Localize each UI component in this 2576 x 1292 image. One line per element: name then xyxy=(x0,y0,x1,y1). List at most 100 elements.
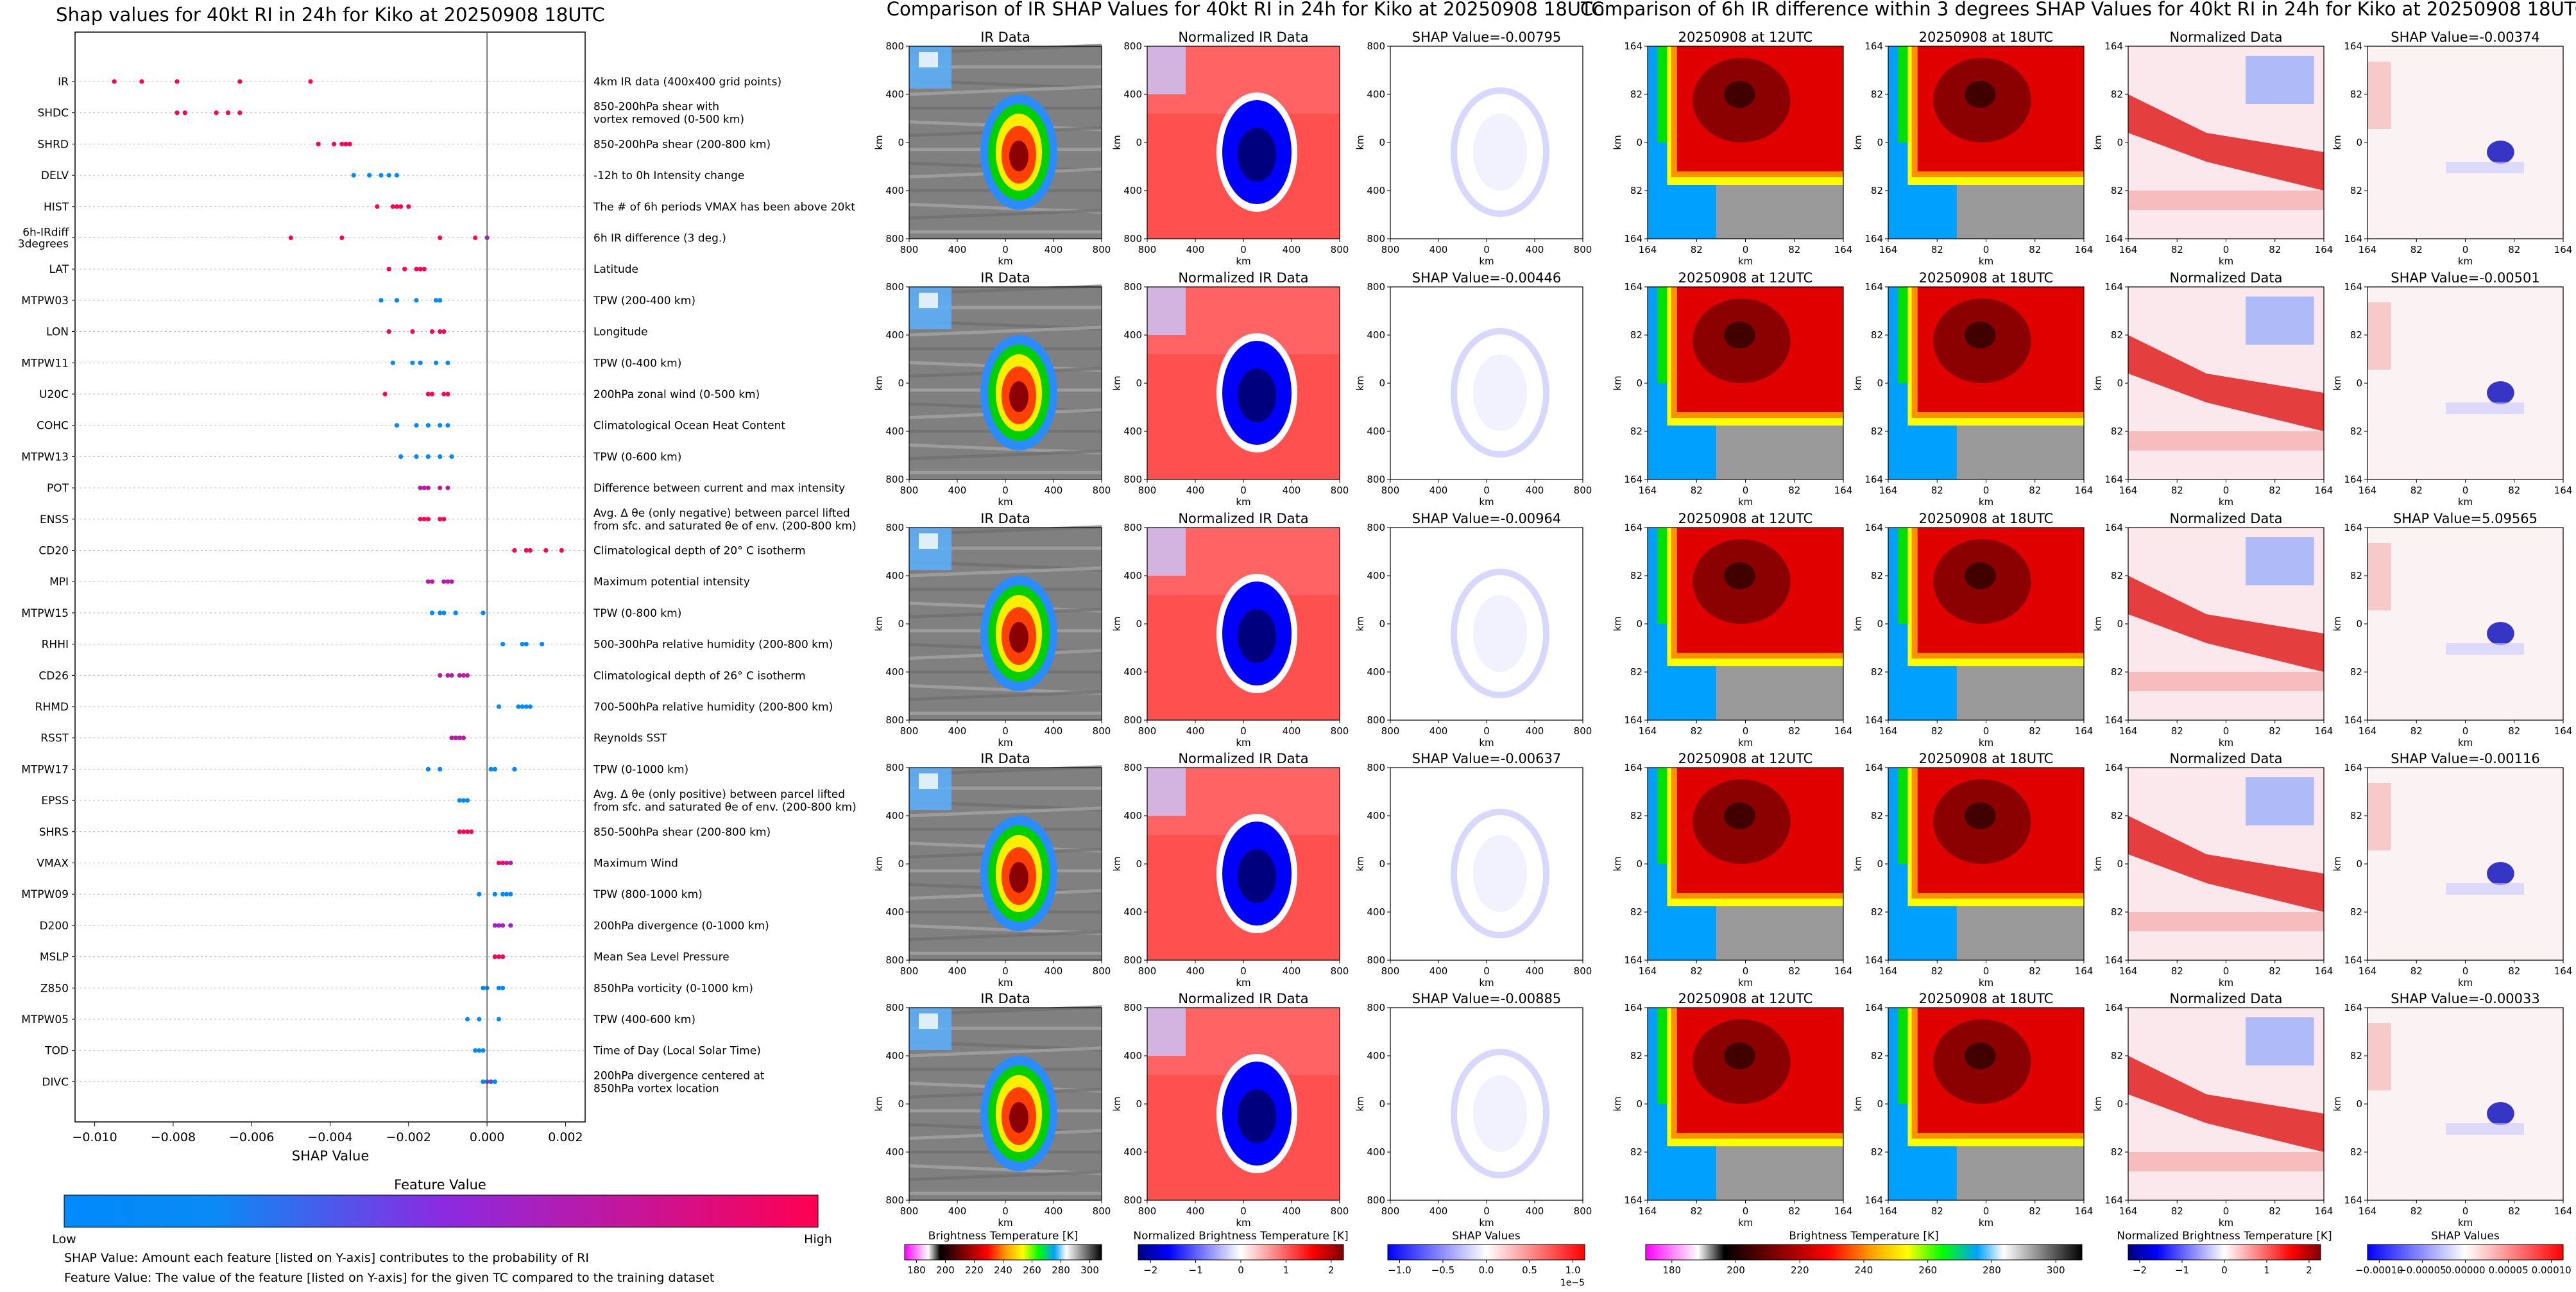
x-tick-label: 82 xyxy=(1931,965,1943,977)
x-axis-label: km xyxy=(1479,737,1494,748)
feature-description: Latitude xyxy=(593,263,638,276)
colorbar-tick-label: −1 xyxy=(2175,1264,2189,1276)
y-tick-label: 164 xyxy=(1864,714,1883,726)
x-tick-label: 164 xyxy=(2119,485,2138,496)
shapdiff-blue-streak xyxy=(2446,402,2524,414)
colorbar-tick-label: 200 xyxy=(936,1264,955,1276)
normdiff-red-band xyxy=(2128,94,2324,191)
x-axis-label: km xyxy=(1479,1217,1494,1228)
y-tick-label: 0 xyxy=(1379,137,1385,148)
shap-point xyxy=(139,79,144,84)
x-tick-label: 82 xyxy=(2269,1205,2281,1217)
shap-point xyxy=(429,610,435,616)
shap-point xyxy=(445,485,450,490)
shap-point xyxy=(481,1079,486,1084)
y-tick-label: 0 xyxy=(2356,618,2362,630)
x-tick-label: 164 xyxy=(2358,1205,2377,1217)
x-tick-label: 800 xyxy=(1574,244,1592,255)
shap-point xyxy=(398,454,404,460)
x-tick-label: 0 xyxy=(1743,244,1749,255)
norm-storm-core xyxy=(1238,368,1276,422)
y-tick-label: 400 xyxy=(885,185,904,196)
x-tick-label: 0 xyxy=(1240,1205,1247,1217)
normdiff-lower-band xyxy=(2128,1152,2324,1171)
x-tick-label: 164 xyxy=(1879,1205,1898,1217)
y-tick-label: 82 xyxy=(2350,185,2362,196)
shap-point xyxy=(410,329,415,334)
panel-title: SHAP Value=-0.00795 xyxy=(1412,30,1562,45)
shap-point xyxy=(175,79,180,84)
shap-point xyxy=(457,673,462,678)
x-axis-label: km xyxy=(998,977,1012,988)
x-tick-label: 0 xyxy=(1002,1205,1009,1217)
x-axis-label: km xyxy=(1979,977,1993,988)
x-tick-label: −0.006 xyxy=(229,1130,274,1144)
shap-point xyxy=(394,173,400,178)
ir-cloud-streak xyxy=(908,325,1102,337)
feature-label: MPI xyxy=(49,576,69,589)
colorbar-label: Normalized Brightness Temperature [K] xyxy=(2117,1230,2332,1243)
y-tick-label: 164 xyxy=(2104,1194,2123,1206)
norm-storm-core xyxy=(1238,1089,1276,1143)
ir-cloud-streak xyxy=(908,690,1102,702)
y-tick-label: 164 xyxy=(1864,522,1883,533)
y-tick-label: 0 xyxy=(1379,618,1385,630)
shapdiff-blue-spot xyxy=(2487,862,2514,885)
shap-ring xyxy=(1451,328,1549,458)
storm-dark-core xyxy=(1009,141,1028,171)
feature-description: Mean Sea Level Pressure xyxy=(593,951,729,964)
x-tick-label: 164 xyxy=(2075,244,2094,255)
shap-point xyxy=(457,736,462,741)
colorbar-tick-label: 1 xyxy=(1283,1264,1290,1276)
y-tick-label: 800 xyxy=(1123,954,1142,966)
colorbar-tick-label: 240 xyxy=(994,1264,1012,1276)
feature-label: MTPW11 xyxy=(21,357,69,370)
x-tick-label: 0 xyxy=(2462,965,2469,977)
x-tick-label: 82 xyxy=(2410,965,2423,977)
x-tick-label: 82 xyxy=(1931,1205,1943,1217)
x-tick-label: 400 xyxy=(1186,1205,1205,1217)
y-tick-label: 82 xyxy=(2350,329,2362,341)
shap-point xyxy=(386,266,391,271)
y-tick-label: 82 xyxy=(1871,89,1883,100)
y-tick-label: 82 xyxy=(1630,1146,1642,1158)
y-tick-label: 400 xyxy=(885,329,904,341)
shap-point xyxy=(394,204,400,209)
shap-point xyxy=(406,204,411,209)
y-tick-label: 82 xyxy=(1630,185,1642,196)
x-tick-label: −0.002 xyxy=(386,1130,431,1144)
shap-point xyxy=(477,891,482,897)
y-axis-label: km xyxy=(873,1096,885,1111)
y-tick-label: 800 xyxy=(1367,281,1385,293)
colorbar-tick-label: 180 xyxy=(907,1264,926,1276)
panel-title: Normalized Data xyxy=(2170,751,2283,766)
shap-point xyxy=(477,1017,482,1022)
x-axis-label: km xyxy=(1479,977,1494,988)
y-tick-label: 164 xyxy=(2344,954,2362,966)
y-axis-label: km xyxy=(1111,856,1123,871)
x-axis-label: km xyxy=(2458,977,2473,988)
y-tick-label: 800 xyxy=(885,1194,904,1206)
y-tick-label: 82 xyxy=(2111,185,2123,196)
y-axis-label: km xyxy=(1852,616,1864,631)
warm-black-center xyxy=(1964,1042,1996,1069)
shapdiff-background xyxy=(2367,46,2563,239)
colorbar-tick-label: −0.00005 xyxy=(2398,1264,2446,1276)
y-tick-label: 0 xyxy=(1379,377,1385,389)
y-tick-label: 400 xyxy=(1367,666,1385,678)
x-axis-label: km xyxy=(2458,737,2473,748)
shap-point xyxy=(477,1048,482,1053)
feature-label: EPSS xyxy=(41,795,69,807)
feature-label: SHRS xyxy=(39,826,69,839)
normdiff-blue-patch xyxy=(2246,1017,2314,1065)
x-tick-label: 82 xyxy=(1788,485,1800,496)
x-tick-label: 0 xyxy=(1983,965,1990,977)
y-axis-label: km xyxy=(2332,856,2343,871)
x-tick-label: 164 xyxy=(2315,725,2333,737)
x-tick-label: 0 xyxy=(1743,1205,1749,1217)
y-tick-label: 164 xyxy=(2104,474,2123,485)
shap-point xyxy=(496,923,502,928)
feature-description: TPW (0-600 km) xyxy=(593,451,681,463)
colorbar-tick-label: 0.00010 xyxy=(2532,1264,2572,1276)
x-tick-label: 800 xyxy=(1093,485,1111,496)
